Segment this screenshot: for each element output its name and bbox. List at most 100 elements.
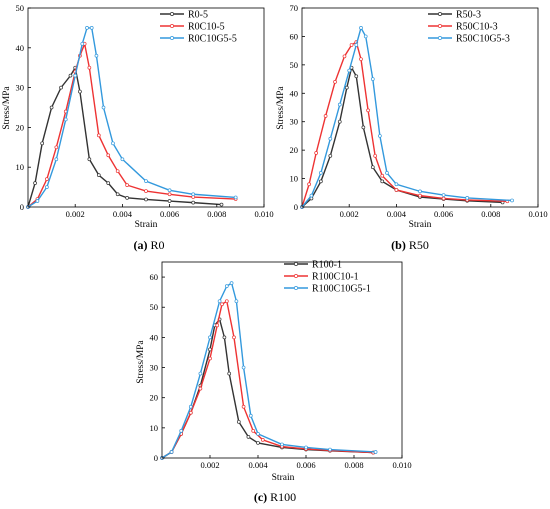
data-point [380,173,385,178]
legend-label: R0C10-5 [188,22,225,33]
x-tick-label: 0.006 [434,209,453,219]
plot-frame [161,261,403,459]
data-point [380,179,385,184]
y-tick-label: 40 [16,43,25,53]
x-tick-label: 0.008 [344,460,363,470]
series-R50C10G5-3 [300,26,514,209]
panel-b: Stress/MPa Strain (b) R50 0.002 0.004 0.006… [276,3,548,252]
data-point [347,68,352,73]
data-point [248,413,253,418]
caption-letter: (c) [254,490,267,504]
legend-label: R100C10-1 [312,272,359,283]
data-point [106,181,111,185]
data-point [233,195,238,200]
x-tick-label: 0.002 [66,209,85,219]
y-tick-label: 70 [290,3,299,13]
data-point [68,73,73,78]
data-point [385,171,389,175]
data-point [256,432,260,436]
caption-letter: (a) [133,238,147,252]
data-point [234,299,239,304]
data-point [167,192,172,197]
data-point [125,183,129,187]
x-axis-title: Strain [135,220,158,230]
y-tick-label: 50 [150,302,159,312]
data-point [304,445,308,450]
data-point [144,189,148,193]
data-point [224,299,229,304]
data-point [96,173,101,178]
data-point [370,165,375,170]
data-point [49,105,54,110]
data-point [220,302,224,307]
series-line [161,282,376,459]
data-point [251,429,256,433]
data-point [319,179,323,184]
data-point [354,74,359,79]
plot-frame [27,7,265,208]
caption-name: R50 [409,238,429,252]
data-point [373,153,378,158]
series-R100C10-1 [160,299,376,460]
data-point [510,198,514,203]
y-tick-label: 10 [16,162,25,172]
series-R0C10G5-5 [26,26,238,209]
series-R50C10-3 [300,40,510,209]
x-tick-label: 0.004 [248,460,268,470]
y-tick-label: 10 [290,174,299,184]
data-point [319,171,323,175]
data-point [394,182,399,187]
data-point [363,34,368,39]
data-point [40,141,45,146]
y-tick-label: 30 [16,83,25,93]
data-point [87,157,92,162]
legend-marker [294,274,298,278]
x-tick-label: 0.002 [340,209,359,219]
data-point [167,199,172,203]
y-axis-title: Stress/MPa [276,86,286,130]
data-point [236,419,241,424]
data-point [328,153,333,158]
data-point [191,200,196,205]
y-axis-title: Stress/MPa [2,86,12,130]
data-point [94,53,99,58]
data-point [418,189,422,194]
y-tick-label: 0 [294,202,298,212]
data-point [328,136,333,141]
caption-name: R100 [270,490,296,504]
data-point [80,41,85,46]
legend-marker [170,36,174,40]
data-point [366,108,370,113]
panel-caption: (a) R0 [133,238,164,252]
y-tick-label: 20 [16,122,25,132]
data-point [361,125,366,130]
data-point [342,54,347,59]
series-line [27,27,236,208]
data-point [344,85,349,90]
x-tick-label: 0.006 [296,460,315,470]
data-point [229,281,234,285]
data-point [208,356,212,361]
series-R100C10G5-1 [160,281,378,460]
series-R0-5 [26,65,224,209]
y-tick-label: 0 [20,202,24,212]
data-point [260,438,265,442]
data-point [215,323,220,328]
data-point [85,26,89,30]
data-point [78,89,82,94]
data-point [125,196,129,200]
y-tick-label: 40 [290,88,299,98]
y-tick-label: 40 [150,332,159,342]
data-point [328,447,332,452]
legend-label: R100C10G5-1 [312,284,371,295]
data-point [144,179,148,183]
data-point [73,73,78,78]
y-tick-label: 30 [150,363,159,373]
data-point [323,114,328,118]
legend-marker [438,24,442,28]
data-point [370,77,375,81]
legend-marker [294,262,298,266]
data-point [96,133,101,138]
